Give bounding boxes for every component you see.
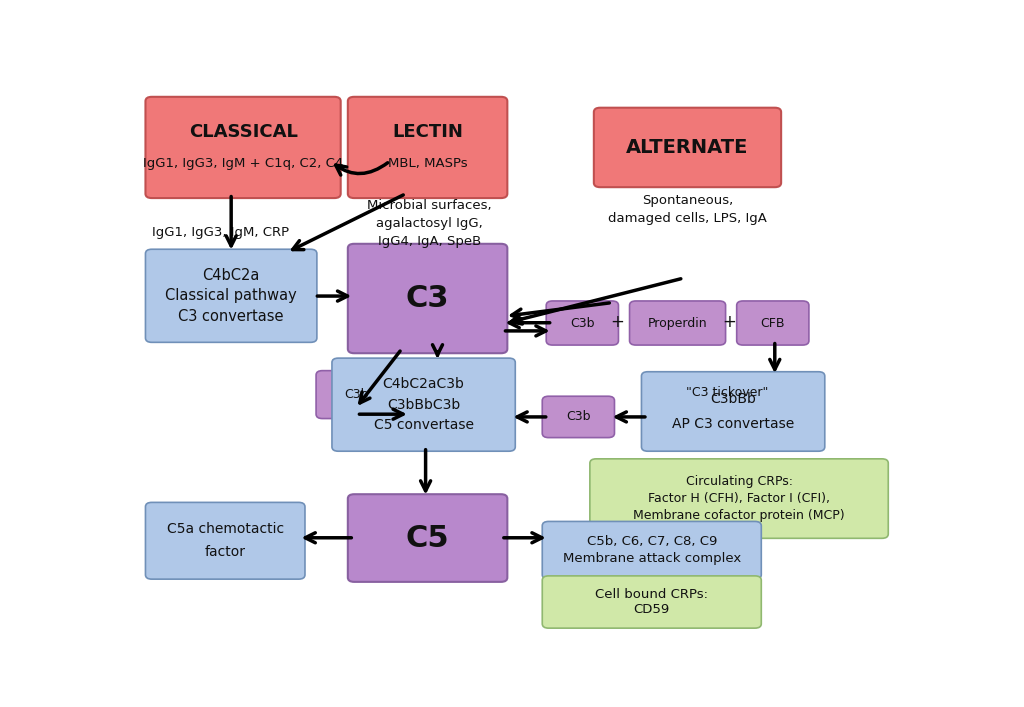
FancyBboxPatch shape [641,372,824,451]
FancyBboxPatch shape [590,459,888,538]
Text: C3bBbC3b: C3bBbC3b [387,397,460,411]
Text: Membrane cofactor protein (MCP): Membrane cofactor protein (MCP) [633,509,845,522]
Text: C3 convertase: C3 convertase [178,309,284,324]
Text: C3b: C3b [344,388,369,401]
FancyBboxPatch shape [594,107,781,187]
Text: CD59: CD59 [634,603,670,616]
FancyBboxPatch shape [736,301,809,345]
Text: Microbial surfaces,
agalactosyl IgG,
IgG4, IgA, SpeB: Microbial surfaces, agalactosyl IgG, IgG… [368,199,492,248]
Text: IgG1, IgG3, IgM + C1q, C2, C4: IgG1, IgG3, IgM + C1q, C2, C4 [143,157,343,170]
Text: IgG1, IgG3, IgM, CRP: IgG1, IgG3, IgM, CRP [152,226,289,240]
Text: C5a chemotactic: C5a chemotactic [167,522,284,536]
Text: MBL, MASPs: MBL, MASPs [388,157,467,170]
FancyBboxPatch shape [332,358,515,451]
Text: Factor H (CFH), Factor I (CFI),: Factor H (CFH), Factor I (CFI), [648,492,830,505]
Text: C5b, C6, C7, C8, C9: C5b, C6, C7, C8, C9 [587,535,717,549]
FancyBboxPatch shape [543,576,761,628]
FancyBboxPatch shape [145,503,305,579]
FancyBboxPatch shape [145,97,341,198]
Text: factor: factor [205,545,246,559]
Text: Classical pathway: Classical pathway [165,288,297,303]
Text: Membrane attack complex: Membrane attack complex [562,552,741,565]
FancyBboxPatch shape [145,250,316,342]
Text: Cell bound CRPs:: Cell bound CRPs: [595,588,709,601]
Text: C5 convertase: C5 convertase [374,418,474,432]
FancyBboxPatch shape [543,522,761,579]
FancyBboxPatch shape [348,97,507,198]
Text: AP C3 convertase: AP C3 convertase [672,416,795,431]
FancyBboxPatch shape [546,301,618,345]
Text: +: + [722,313,735,331]
Text: CLASSICAL: CLASSICAL [188,123,298,141]
FancyBboxPatch shape [348,244,507,354]
Text: CFB: CFB [761,317,785,329]
Text: LECTIN: LECTIN [392,123,463,141]
Text: Circulating CRPs:: Circulating CRPs: [686,475,793,488]
Text: +: + [610,313,625,331]
Text: C3bBb: C3bBb [711,392,756,407]
Text: "C3 tickover": "C3 tickover" [686,386,768,399]
Text: C4bC2a: C4bC2a [203,268,260,283]
Text: ALTERNATE: ALTERNATE [627,138,749,157]
Text: C3b: C3b [570,317,595,329]
Text: C3: C3 [406,284,450,313]
FancyBboxPatch shape [348,494,507,582]
Text: Properdin: Properdin [648,317,708,329]
Text: C5: C5 [406,524,450,553]
Text: Spontaneous,
damaged cells, LPS, IgA: Spontaneous, damaged cells, LPS, IgA [608,194,767,225]
FancyBboxPatch shape [630,301,726,345]
FancyBboxPatch shape [316,370,396,419]
Text: C3b: C3b [566,411,591,423]
FancyBboxPatch shape [543,396,614,438]
Text: C4bC2aC3b: C4bC2aC3b [383,377,465,391]
